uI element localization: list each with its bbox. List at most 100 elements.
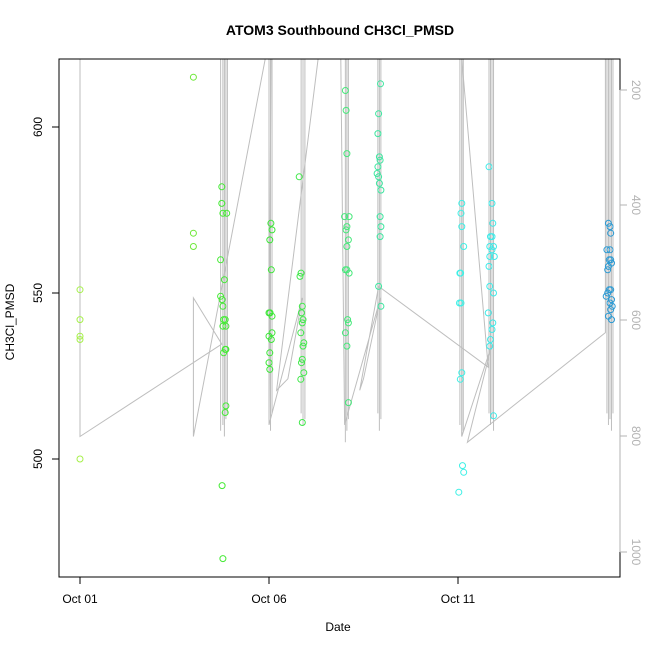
x-tick-label: Oct 01	[62, 592, 98, 606]
x-tick-label: Oct 11	[441, 592, 476, 606]
data-point	[377, 302, 385, 310]
data-point	[222, 345, 230, 353]
data-point	[487, 336, 494, 343]
data-point	[374, 163, 382, 171]
data-point	[487, 233, 494, 241]
y-axis: 500 550 600	[31, 117, 60, 469]
data-point	[265, 359, 273, 367]
data-point	[298, 309, 305, 317]
points-layer	[76, 73, 616, 563]
x-axis-label: Date	[325, 620, 351, 634]
data-point	[458, 223, 466, 231]
data-point	[76, 336, 84, 343]
data-point	[488, 199, 496, 207]
data-point	[458, 369, 466, 377]
data-point	[376, 213, 384, 221]
data-point	[300, 369, 308, 377]
data-point	[607, 229, 615, 237]
secondary-y-tick-label: 400	[629, 195, 643, 215]
y-tick-label: 600	[31, 117, 45, 137]
data-point	[299, 316, 307, 324]
data-point	[343, 243, 351, 250]
data-point	[189, 243, 197, 250]
data-point	[376, 233, 384, 241]
data-point	[603, 246, 611, 254]
data-point	[265, 332, 273, 340]
data-point	[375, 153, 383, 161]
data-point	[298, 319, 306, 327]
data-point	[268, 226, 276, 234]
data-point	[218, 482, 226, 490]
data-point	[298, 419, 306, 426]
data-point	[295, 173, 303, 181]
data-point	[486, 282, 494, 290]
data-point	[342, 226, 350, 234]
data-point	[607, 306, 615, 314]
data-point	[485, 163, 493, 171]
data-point	[456, 375, 464, 383]
data-point	[220, 316, 228, 324]
data-point	[222, 322, 230, 330]
data-point	[376, 156, 384, 164]
data-point	[457, 299, 465, 307]
data-point	[218, 199, 226, 207]
data-point	[457, 209, 465, 217]
data-point	[189, 229, 197, 237]
data-point	[377, 80, 384, 88]
data-point	[189, 73, 197, 81]
data-point	[459, 462, 466, 470]
data-point	[377, 223, 385, 231]
data-point	[266, 349, 274, 357]
data-point	[341, 87, 349, 94]
data-point	[604, 289, 612, 297]
data-point	[341, 213, 349, 221]
y-axis-label: CH3Cl_PMSD	[3, 283, 17, 360]
profile-layer	[79, 58, 614, 444]
data-point	[604, 266, 612, 274]
secondary-y-tick-label: 1000	[629, 539, 643, 566]
data-point	[488, 246, 496, 254]
data-point	[375, 179, 383, 187]
data-point	[219, 302, 227, 310]
y-tick-label: 500	[31, 449, 45, 469]
data-point	[343, 223, 351, 231]
data-point	[297, 269, 305, 277]
data-point	[490, 412, 497, 420]
data-point	[76, 286, 84, 294]
data-point	[608, 296, 615, 304]
data-point	[222, 402, 230, 410]
data-point	[377, 186, 385, 194]
data-point	[76, 316, 84, 324]
data-point	[486, 253, 494, 260]
data-point	[602, 292, 610, 300]
data-point	[300, 339, 308, 347]
data-point	[345, 269, 353, 277]
data-point	[218, 296, 226, 304]
data-point	[265, 309, 273, 317]
data-point	[608, 302, 616, 310]
data-point	[344, 399, 352, 407]
data-point	[490, 243, 497, 250]
data-point	[608, 259, 615, 267]
data-point	[373, 170, 381, 177]
data-point	[221, 409, 229, 416]
data-point	[486, 342, 494, 350]
data-point	[606, 223, 614, 231]
data-point	[298, 355, 306, 363]
data-point	[458, 199, 466, 207]
data-point	[266, 365, 274, 373]
data-point	[457, 269, 465, 277]
data-point	[299, 342, 307, 350]
data-point	[375, 282, 383, 290]
data-point	[375, 110, 383, 118]
data-point	[298, 359, 305, 367]
data-point	[374, 130, 382, 138]
x-axis: Oct 01 Oct 06 Oct 11	[62, 576, 476, 606]
data-point	[219, 322, 227, 330]
data-point	[343, 342, 351, 350]
data-point	[297, 329, 305, 337]
data-point	[608, 316, 615, 324]
data-point	[298, 302, 306, 310]
data-point	[220, 276, 228, 284]
x-tick-label: Oct 06	[251, 592, 287, 606]
